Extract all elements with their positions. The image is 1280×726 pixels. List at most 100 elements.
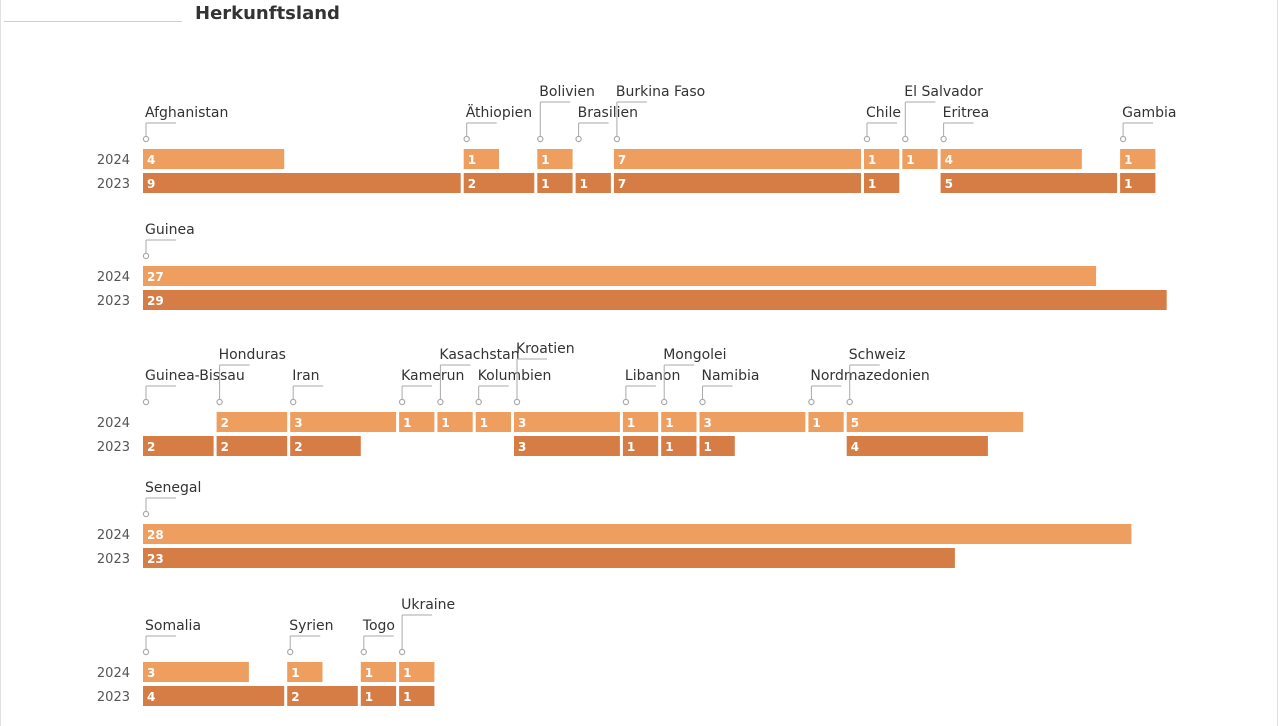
- country-label-iran: Iran: [292, 368, 319, 384]
- bar-value-mongolei-2024: 1: [665, 416, 673, 430]
- year-label-2023: 2023: [97, 440, 130, 455]
- bar-athiopien-2024[interactable]: [463, 149, 499, 169]
- country-label-nordmazedonien: Nordmazedonien: [810, 368, 929, 384]
- country-label-afghanistan: Afghanistan: [145, 105, 228, 121]
- bar-value-kroatien-2024: 3: [518, 416, 526, 430]
- leader-dot-namibia: [699, 398, 706, 406]
- bar-el-salvador-2024[interactable]: [902, 149, 938, 169]
- bar-value-kamerun-2024: 1: [403, 416, 411, 430]
- country-label-mongolei: Mongolei: [663, 347, 726, 363]
- bar-chile-2024[interactable]: [864, 149, 900, 169]
- bar-eritrea-2024[interactable]: [940, 149, 1082, 169]
- bar-value-libanon-2023: 1: [627, 440, 635, 454]
- leader-dot-somalia: [142, 648, 150, 656]
- bar-value-schweiz-2023: 4: [851, 440, 859, 454]
- country-label-burkina-faso: Burkina Faso: [616, 84, 705, 100]
- bar-senegal-2024[interactable]: [143, 524, 1132, 544]
- country-label-togo: Togo: [362, 618, 395, 634]
- leader-dot-el-salvador: [902, 135, 909, 143]
- bar-togo-2024[interactable]: [360, 662, 397, 682]
- bar-kasachstan-2024[interactable]: [437, 412, 473, 432]
- bar-value-honduras-2023: 2: [221, 440, 229, 454]
- leader-dot-bolivien: [537, 135, 544, 143]
- bar-value-somalia-2023: 4: [147, 690, 155, 704]
- year-label-2023: 2023: [97, 690, 130, 705]
- bar-value-bolivien-2023: 1: [541, 177, 549, 191]
- country-label-guinea-bissau: Guinea-Bissau: [145, 368, 245, 384]
- bar-kroatien-2023[interactable]: [514, 436, 620, 456]
- bar-somalia-2024[interactable]: [143, 662, 249, 682]
- bar-schweiz-2024[interactable]: [846, 412, 1024, 432]
- bar-mongolei-2024[interactable]: [661, 412, 697, 432]
- country-label-guinea: Guinea: [145, 222, 195, 238]
- bar-athiopien-2023[interactable]: [463, 173, 535, 193]
- bar-schweiz-2023[interactable]: [846, 436, 988, 456]
- country-label-eritrea: Eritrea: [943, 105, 990, 121]
- leader-dot-syrien: [287, 648, 294, 656]
- bar-somalia-2023[interactable]: [143, 686, 285, 706]
- bar-guinea-2024[interactable]: [143, 266, 1097, 286]
- bar-mongolei-2023[interactable]: [661, 436, 697, 456]
- year-label-2023: 2023: [97, 177, 130, 192]
- country-label-bolivien: Bolivien: [539, 84, 595, 100]
- bar-libanon-2023[interactable]: [622, 436, 659, 456]
- bar-value-honduras-2024: 2: [221, 416, 229, 430]
- bar-senegal-2023[interactable]: [143, 548, 955, 568]
- leader-dot-guinea-bissau: [142, 398, 150, 406]
- bar-honduras-2023[interactable]: [216, 436, 288, 456]
- bar-afghanistan-2024[interactable]: [143, 149, 285, 169]
- leader-dot-kasachstan: [437, 398, 444, 406]
- bar-ukraine-2023[interactable]: [399, 686, 435, 706]
- bar-value-gambia-2024: 1: [1124, 153, 1132, 167]
- bar-brasilien-2023[interactable]: [575, 173, 611, 193]
- bar-value-kolumbien-2024: 1: [480, 416, 488, 430]
- bar-value-brasilien-2023: 1: [580, 177, 588, 191]
- bar-burkina-faso-2024[interactable]: [613, 149, 861, 169]
- bar-value-libanon-2024: 1: [627, 416, 635, 430]
- bar-afghanistan-2023[interactable]: [143, 173, 461, 193]
- bar-guinea-bissau-2023[interactable]: [143, 436, 214, 456]
- bar-eritrea-2023[interactable]: [940, 173, 1118, 193]
- bar-kamerun-2024[interactable]: [399, 412, 435, 432]
- bar-burkina-faso-2023[interactable]: [613, 173, 861, 193]
- bar-honduras-2024[interactable]: [216, 412, 288, 432]
- bar-gambia-2023[interactable]: [1120, 173, 1156, 193]
- bar-ukraine-2024[interactable]: [399, 662, 435, 682]
- bar-kolumbien-2024[interactable]: [475, 412, 511, 432]
- bar-value-kasachstan-2024: 1: [441, 416, 449, 430]
- country-label-somalia: Somalia: [145, 618, 201, 634]
- bar-kroatien-2024[interactable]: [514, 412, 620, 432]
- bar-syrien-2024[interactable]: [287, 662, 323, 682]
- bar-guinea-2023[interactable]: [143, 290, 1167, 310]
- year-label-2024: 2024: [97, 528, 130, 543]
- country-label-senegal: Senegal: [145, 480, 201, 496]
- bar-namibia-2024[interactable]: [699, 412, 806, 432]
- leader-dot-kamerun: [398, 398, 406, 406]
- country-label-el-salvador: El Salvador: [904, 84, 983, 100]
- bar-nordmazedonien-2024[interactable]: [808, 412, 844, 432]
- bar-value-togo-2024: 1: [365, 666, 373, 680]
- bar-value-ukraine-2023: 1: [403, 690, 411, 704]
- bar-libanon-2024[interactable]: [622, 412, 659, 432]
- country-label-namibia: Namibia: [702, 368, 760, 384]
- bar-value-mongolei-2023: 1: [665, 440, 673, 454]
- bar-togo-2023[interactable]: [360, 686, 397, 706]
- country-label-syrien: Syrien: [289, 618, 333, 634]
- bar-value-ukraine-2024: 1: [403, 666, 411, 680]
- bar-chile-2023[interactable]: [864, 173, 900, 193]
- bar-value-guinea-bissau-2023: 2: [147, 440, 155, 454]
- bar-bolivien-2024[interactable]: [537, 149, 573, 169]
- bar-value-afghanistan-2024: 4: [147, 153, 155, 167]
- leader-dot-iran: [290, 398, 297, 406]
- bar-bolivien-2023[interactable]: [537, 173, 573, 193]
- bar-syrien-2023[interactable]: [287, 686, 358, 706]
- bar-value-chile-2023: 1: [868, 177, 876, 191]
- bar-value-syrien-2024: 1: [291, 666, 299, 680]
- bar-namibia-2023[interactable]: [699, 436, 735, 456]
- country-label-ukraine: Ukraine: [401, 597, 455, 613]
- bar-value-athiopien-2024: 1: [468, 153, 476, 167]
- leader-dot-kroatien: [513, 398, 521, 406]
- bar-iran-2023[interactable]: [290, 436, 361, 456]
- bar-iran-2024[interactable]: [290, 412, 397, 432]
- bar-gambia-2024[interactable]: [1120, 149, 1156, 169]
